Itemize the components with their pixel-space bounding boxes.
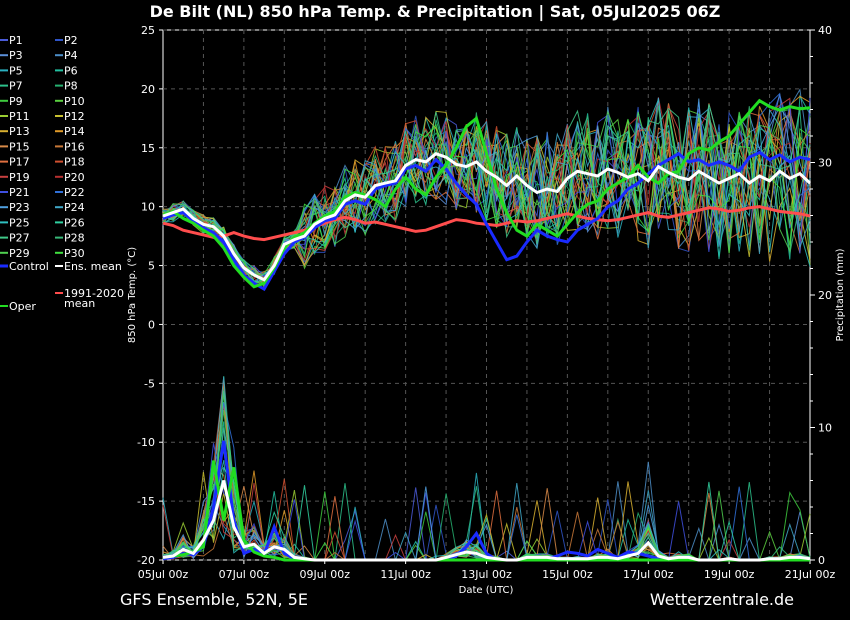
y-tick-label: 25 (141, 24, 155, 37)
legend-label: P11 (9, 110, 30, 123)
legend-label: P19 (9, 171, 30, 184)
y-tick-label: -15 (137, 495, 155, 508)
y2-tick-label: 20 (818, 289, 832, 302)
legend-label: P1 (9, 34, 23, 47)
x-tick-label: 15Jul 00z (542, 568, 593, 581)
x-tick-label: 21Jul 00z (785, 568, 836, 581)
legend-label: Oper (9, 300, 36, 313)
y-axis-label: 850 hPa Temp. (°C) (127, 247, 138, 343)
legend-label: P6 (64, 64, 78, 77)
legend-label: P30 (64, 247, 85, 260)
y2-axis-label: Precipitation (mm) (835, 248, 846, 341)
chart-title: De Bilt (NL) 850 hPa Temp. & Precipitati… (150, 2, 721, 22)
legend-label: P3 (9, 49, 23, 62)
x-tick-label: 17Jul 00z (623, 568, 674, 581)
legend-label: P29 (9, 247, 30, 260)
y2-tick-label: 10 (818, 422, 832, 435)
y-tick-label: -5 (144, 377, 155, 390)
y-tick-label: 10 (141, 201, 155, 214)
legend-label: 1991-2020 (64, 287, 124, 300)
member-temp-line (162, 106, 811, 286)
legend-label: P10 (64, 95, 85, 108)
legend-label: P27 (9, 232, 30, 245)
legend-label: P16 (64, 140, 85, 153)
legend-label: Control (9, 260, 49, 273)
y-tick-label: -20 (137, 554, 155, 567)
x-tick-label: 19Jul 00z (704, 568, 755, 581)
legend-label: Ens. mean (64, 260, 122, 273)
highlight-series (162, 98, 812, 562)
legend-label: P5 (9, 64, 23, 77)
legend-label: P8 (64, 80, 78, 93)
y2-tick-label: 40 (818, 24, 832, 37)
x-axis-ticks: 05Jul 00z 07Jul 00z 09Jul 00z 11Jul 00z 13Ju… (138, 560, 836, 581)
legend-label: P18 (64, 156, 85, 169)
y2-tick-label: 0 (818, 554, 825, 567)
legend-label: P2 (64, 34, 78, 47)
footer-site-label: Wetterzentrale.de (650, 590, 794, 609)
x-axis-label: Date (UTC) (459, 585, 514, 596)
legend-label: P22 (64, 186, 85, 199)
legend: P1 P2 P3 P4 P5 P6 P7 P8 P9 P10 P11 P12 P13 P14 P15 P16 P… (0, 34, 124, 313)
x-tick-label: 07Jul 00z (219, 568, 270, 581)
y-tick-label: 20 (141, 83, 155, 96)
x-tick-label: 09Jul 00z (299, 568, 350, 581)
legend-label: P9 (9, 95, 23, 108)
y-tick-label: 15 (141, 142, 155, 155)
right-axis-ticks: 40 30 20 10 0 (810, 24, 832, 567)
legend-label: P12 (64, 110, 85, 123)
left-axis-ticks: 25 20 15 10 5 0 -5 -10 -15 -20 (137, 24, 163, 567)
legend-label: P7 (9, 80, 23, 93)
y-tick-label: 0 (148, 318, 155, 331)
x-tick-label: 05Jul 00z (138, 568, 189, 581)
precip-line-ens-mean (162, 480, 811, 562)
legend-label: P13 (9, 125, 30, 138)
temp-line-control (162, 150, 811, 292)
legend-label: P28 (64, 232, 85, 245)
legend-label-cont: mean (64, 297, 95, 310)
legend-label: P26 (64, 216, 85, 229)
y-tick-label: 5 (148, 260, 155, 273)
legend-label: P15 (9, 140, 30, 153)
legend-label: P14 (64, 125, 85, 138)
footer-model-label: GFS Ensemble, 52N, 5E (120, 590, 308, 609)
temp-line-ens-mean (162, 152, 812, 282)
legend-label: P4 (64, 49, 78, 62)
y-tick-label: -10 (137, 436, 155, 449)
legend-label: P20 (64, 171, 85, 184)
legend-label: P21 (9, 186, 30, 199)
legend-label: P25 (9, 216, 30, 229)
x-tick-label: 11Jul 00z (380, 568, 431, 581)
legend-label: P23 (9, 201, 30, 214)
legend-label: P17 (9, 156, 30, 169)
x-tick-label: 13Jul 00z (461, 568, 512, 581)
legend-label: P24 (64, 201, 85, 214)
temp-line-oper (162, 98, 811, 289)
member-temp-line (162, 118, 811, 275)
y2-tick-label: 30 (818, 157, 832, 170)
